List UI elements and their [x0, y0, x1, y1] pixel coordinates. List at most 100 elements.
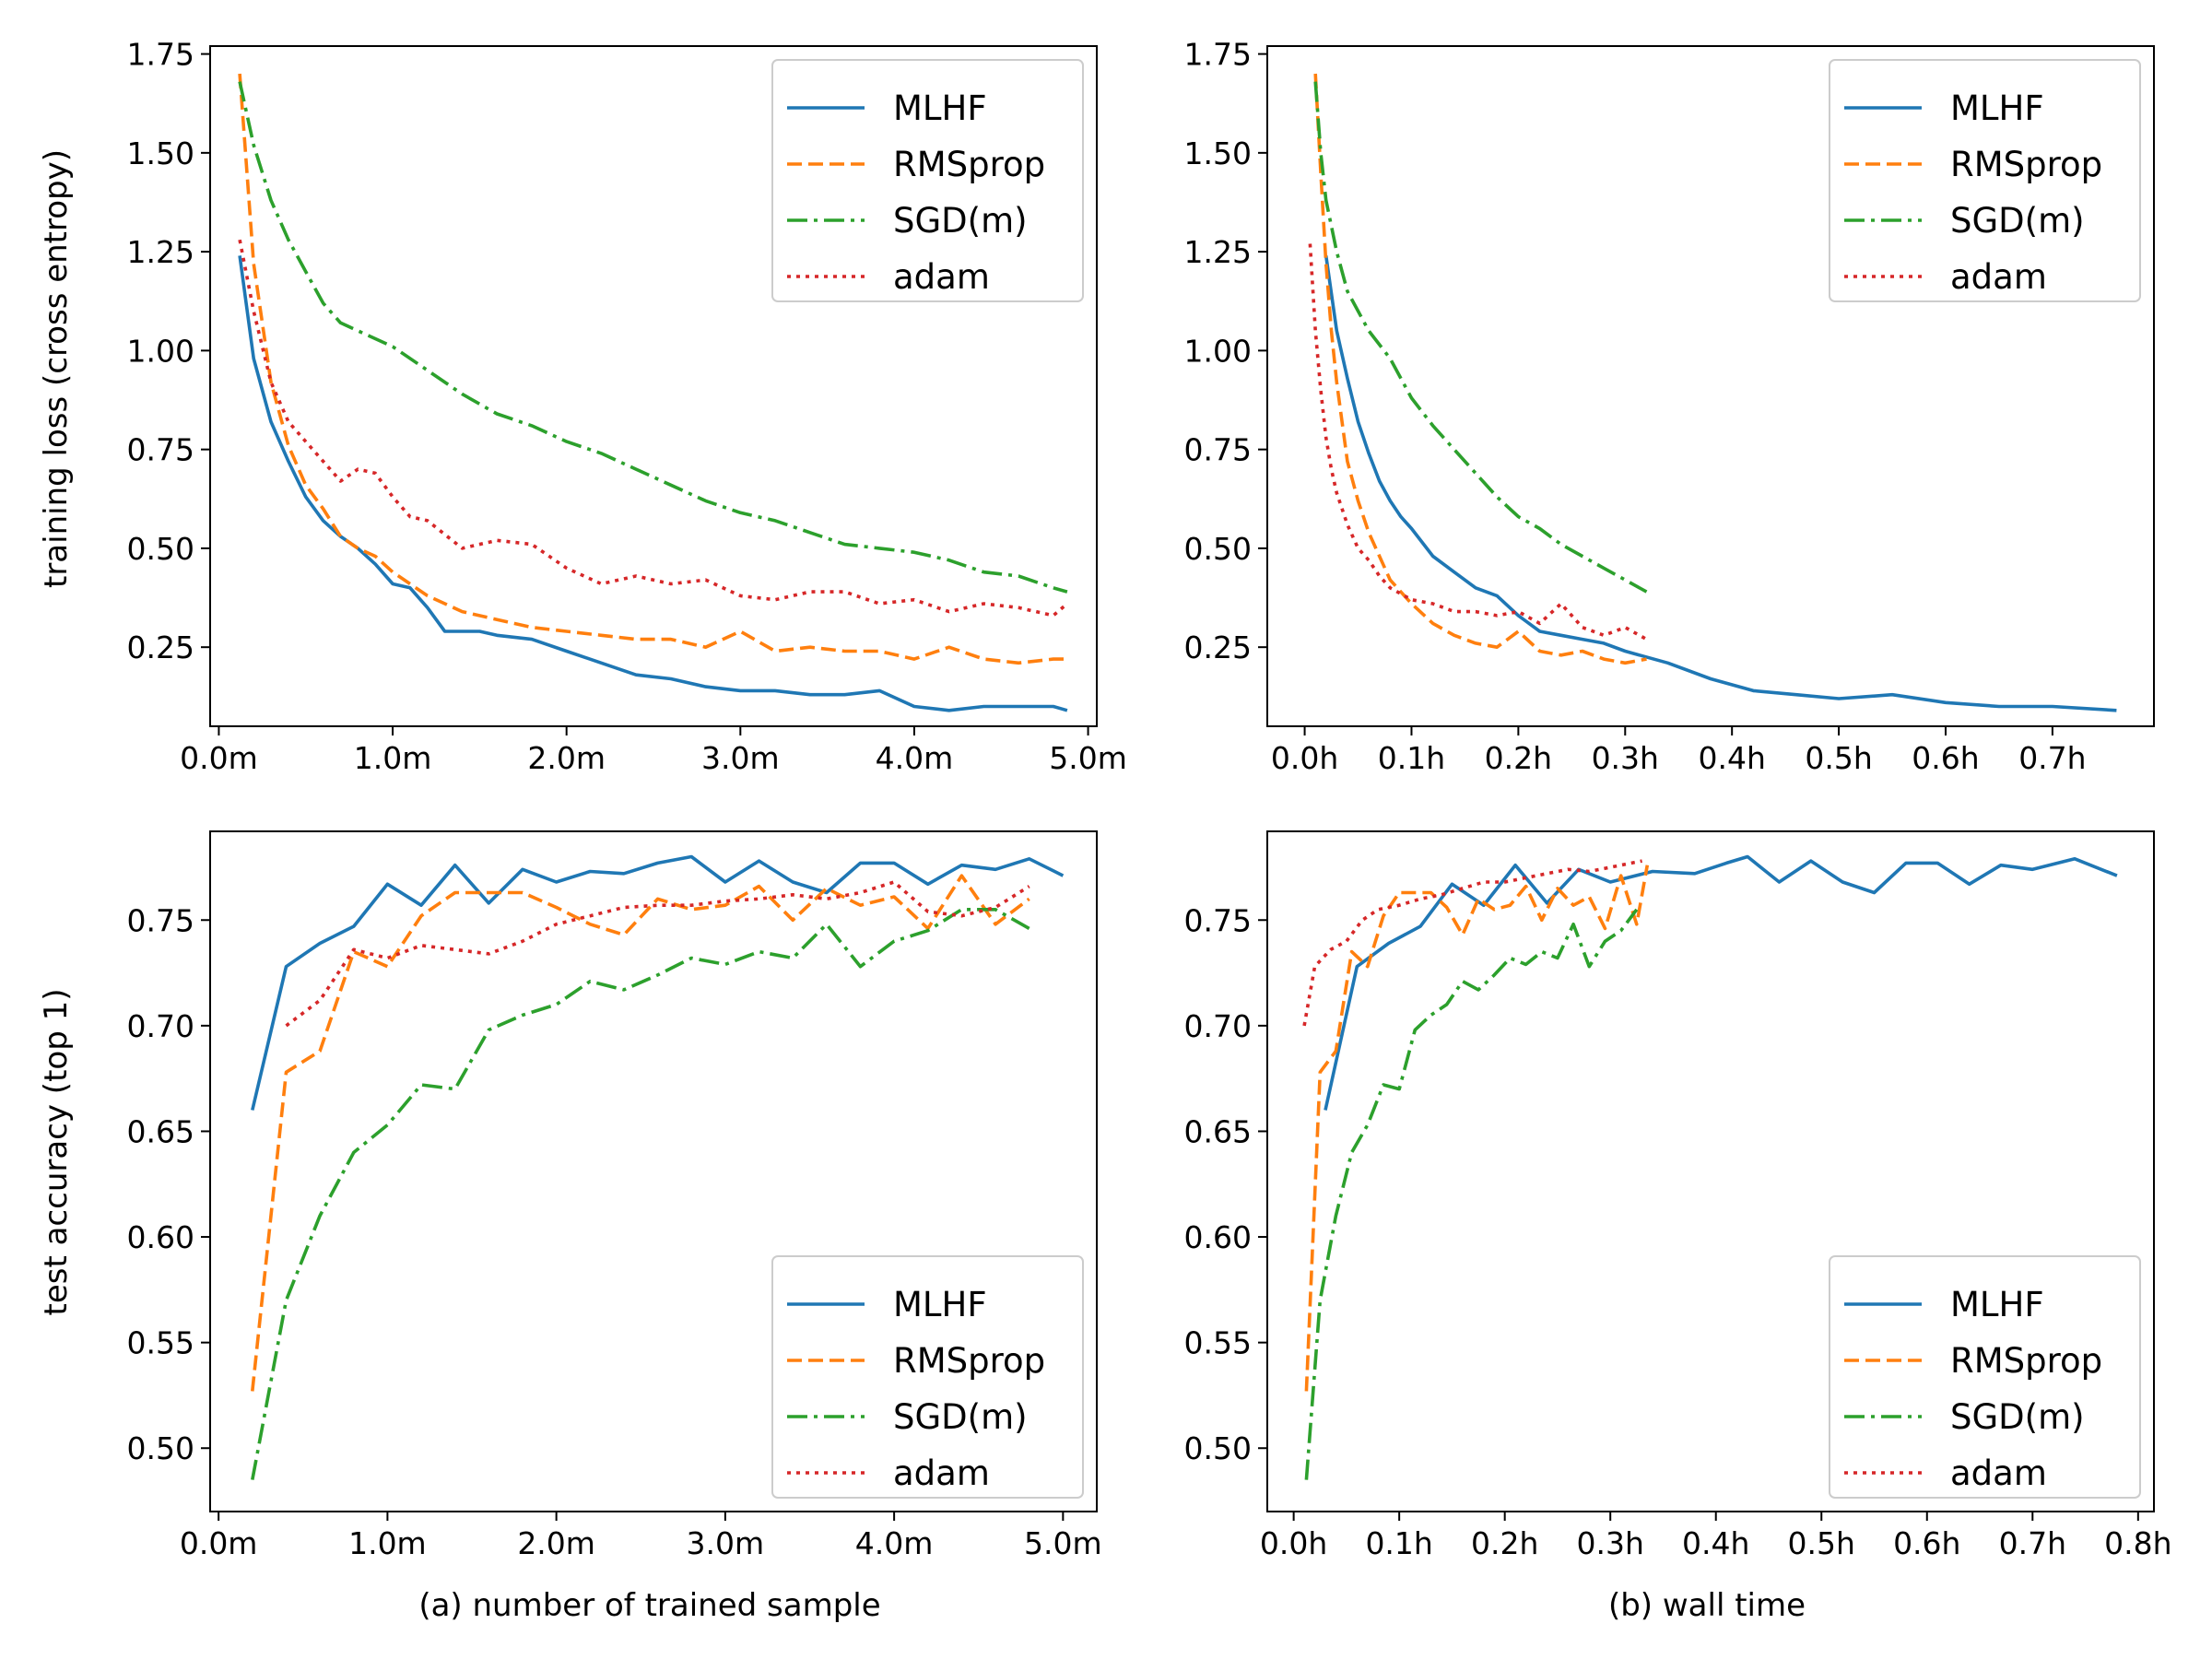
y-tick-label: 1.00	[127, 333, 194, 369]
caption-a: (a) number of trained sample	[418, 1587, 880, 1624]
y-tick-label: 1.00	[1184, 333, 1252, 369]
series-line-sgdm	[251, 907, 1030, 1480]
x-tick-label: 0.7h	[1999, 1525, 2066, 1561]
series-line-sgdm	[238, 81, 1068, 594]
x-tick-label: 5.0m	[1024, 1525, 1102, 1561]
y-tick-label: 0.75	[127, 432, 194, 468]
x-tick-label: 0.6h	[1893, 1525, 1960, 1561]
series-line-mlhf	[1324, 255, 2117, 712]
x-tick-label: 3.0m	[701, 740, 780, 776]
plot-frame	[1266, 830, 2155, 1512]
x-tick-label: 4.0m	[876, 740, 954, 776]
y-tick-label: 0.50	[127, 531, 194, 567]
legend-label: MLHF	[1950, 1285, 2044, 1324]
legend-label: adam	[1950, 1453, 2047, 1493]
x-tick-label: 0.0m	[180, 740, 258, 776]
series-line-mlhf	[251, 854, 1065, 1111]
legend-box	[1829, 1255, 2141, 1499]
legend-label: MLHF	[893, 1285, 987, 1324]
x-tick-label: 4.0m	[855, 1525, 934, 1561]
x-tick-label: 1.0m	[354, 740, 432, 776]
legend: MLHF RMSprop SGD(m) adam	[771, 59, 1084, 302]
legend-label: RMSprop	[893, 1341, 1045, 1381]
legend-label: SGD(m)	[893, 201, 1028, 241]
series-line-rmsprop	[1313, 73, 1647, 665]
legend-label: SGD(m)	[1950, 201, 2085, 241]
x-tick-label: 0.1h	[1365, 1525, 1432, 1561]
y-tick-label: 0.25	[1184, 629, 1252, 665]
x-tick-label: 0.6h	[1912, 740, 1979, 776]
plot-frame	[1266, 45, 2155, 727]
y-tick-label: 1.75	[127, 37, 194, 73]
x-tick-label: 0.0h	[1271, 740, 1338, 776]
y-tick-label: 1.25	[127, 234, 194, 270]
y-tick-label: 1.25	[1184, 234, 1252, 270]
panels: 0.0m 1.0m 2.0m 3.0m 4.0m 5.0m 0.25 0.50 0.75 1.00…	[127, 37, 2172, 1561]
legend-box	[771, 1255, 1084, 1499]
y-tick-label: 0.60	[127, 1219, 194, 1255]
x-tick-label: 0.3h	[1592, 740, 1659, 776]
x-tick-label: 2.0m	[527, 740, 606, 776]
legend: MLHF RMSprop SGD(m) adam	[1829, 1255, 2141, 1499]
y-tick-label: 0.25	[127, 629, 194, 665]
x-tick-label: 0.5h	[1805, 740, 1872, 776]
y-tick-label: 0.55	[127, 1325, 194, 1361]
chart-acc-samples: 0.0m 1.0m 2.0m 3.0m 4.0m 5.0m 0.50 0.55 0.60 0.65…	[127, 830, 1102, 1561]
x-tick-label: 0.2h	[1471, 1525, 1538, 1561]
legend-box	[1829, 59, 2141, 302]
y-tick-label: 1.50	[127, 135, 194, 171]
y-tick-label: 0.75	[1184, 432, 1252, 468]
legend-label: RMSprop	[1950, 1341, 2102, 1381]
legend-label: SGD(m)	[1950, 1397, 2085, 1437]
ylabel-test-accuracy: test accuracy (top 1)	[38, 989, 75, 1316]
x-tick-label: 2.0m	[517, 1525, 595, 1561]
x-tick-label: 0.0m	[180, 1525, 258, 1561]
y-tick-label: 0.60	[1184, 1219, 1252, 1255]
y-tick-label: 0.70	[1184, 1008, 1252, 1044]
x-tick-label: 0.8h	[2104, 1525, 2171, 1561]
series-line-rmsprop	[251, 874, 1030, 1392]
y-tick-label: 0.55	[1184, 1325, 1252, 1361]
plot-frame	[209, 830, 1098, 1512]
legend-label: RMSprop	[1950, 145, 2102, 184]
chart-loss-time: 0.0h 0.1h 0.2h 0.3h 0.4h 0.5h 0.6h 0.7h 0.25 0.50…	[1184, 37, 2155, 776]
x-tick-label: 1.0m	[348, 1525, 427, 1561]
y-tick-label: 0.50	[1184, 1430, 1252, 1466]
series-line-sgdm	[1313, 81, 1648, 594]
y-tick-label: 0.75	[1184, 902, 1252, 938]
series-line-adam	[1302, 859, 1642, 1027]
x-tick-label: 0.1h	[1378, 740, 1445, 776]
x-tick-label: 0.5h	[1788, 1525, 1855, 1561]
legend-box	[771, 59, 1084, 302]
series-line-rmsprop	[238, 73, 1067, 665]
ylabel-training-loss: training loss (cross entropy)	[38, 149, 75, 588]
y-tick-label: 1.75	[1184, 37, 1252, 73]
series-line-adam	[285, 880, 1030, 1028]
x-tick-label: 0.3h	[1576, 1525, 1643, 1561]
series-line-adam	[238, 239, 1069, 618]
legend: MLHF RMSprop SGD(m) adam	[1829, 59, 2141, 302]
y-tick-label: 0.65	[127, 1113, 194, 1149]
y-tick-label: 0.70	[127, 1008, 194, 1044]
legend-label: MLHF	[1950, 88, 2044, 128]
x-tick-label: 0.2h	[1485, 740, 1552, 776]
x-tick-label: 0.0h	[1260, 1525, 1327, 1561]
y-tick-label: 0.65	[1184, 1113, 1252, 1149]
series-line-sgdm	[1304, 908, 1639, 1480]
legend-label: adam	[893, 1453, 990, 1493]
y-tick-label: 1.50	[1184, 135, 1252, 171]
y-tick-label: 0.50	[1184, 531, 1252, 567]
x-tick-label: 0.4h	[1682, 1525, 1749, 1561]
x-tick-label: 0.4h	[1698, 740, 1765, 776]
caption-b: (b) wall time	[1608, 1587, 1806, 1624]
chart-loss-samples: 0.0m 1.0m 2.0m 3.0m 4.0m 5.0m 0.25 0.50 0.75 1.00…	[127, 37, 1127, 776]
series-line-mlhf	[238, 255, 1068, 712]
legend-label: adam	[893, 257, 990, 297]
legend-label: RMSprop	[893, 145, 1045, 184]
legend-label: adam	[1950, 257, 2047, 297]
x-tick-label: 3.0m	[687, 1525, 765, 1561]
legend-label: SGD(m)	[893, 1397, 1028, 1437]
chart-acc-time: 0.0h 0.1h 0.2h 0.3h 0.4h 0.5h 0.6h 0.7h 0.8h 0.50…	[1184, 830, 2172, 1561]
series-line-mlhf	[1324, 854, 2118, 1111]
